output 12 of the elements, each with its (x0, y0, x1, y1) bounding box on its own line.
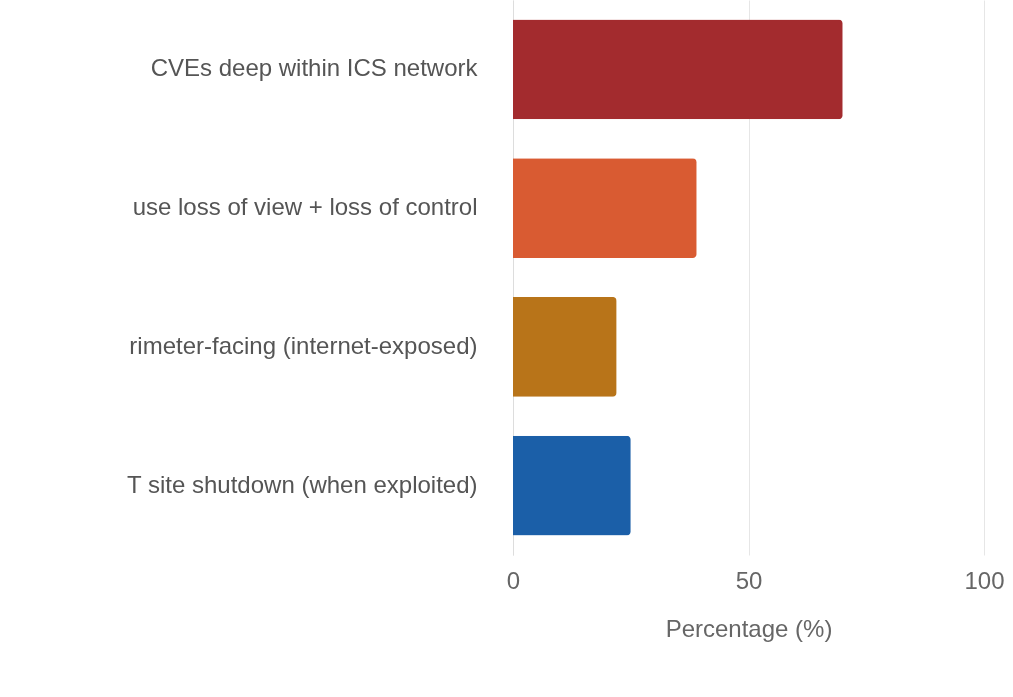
y-tick-label: rimeter-facing (internet-exposed) (129, 331, 478, 359)
x-tick-label: 0 (506, 566, 521, 594)
bar (513, 158, 697, 259)
bar (513, 296, 617, 397)
bar (513, 19, 843, 120)
bar (513, 435, 631, 536)
y-tick-label: T site shutdown (when exploited) (127, 470, 478, 498)
y-tick-label: CVEs deep within ICS network (150, 54, 479, 82)
x-tick-label: 100 (964, 566, 1005, 594)
x-tick-label: 50 (735, 566, 763, 594)
y-tick-label: use loss of view + loss of control (132, 193, 478, 221)
x-axis-title: Percentage (%) (665, 614, 833, 642)
